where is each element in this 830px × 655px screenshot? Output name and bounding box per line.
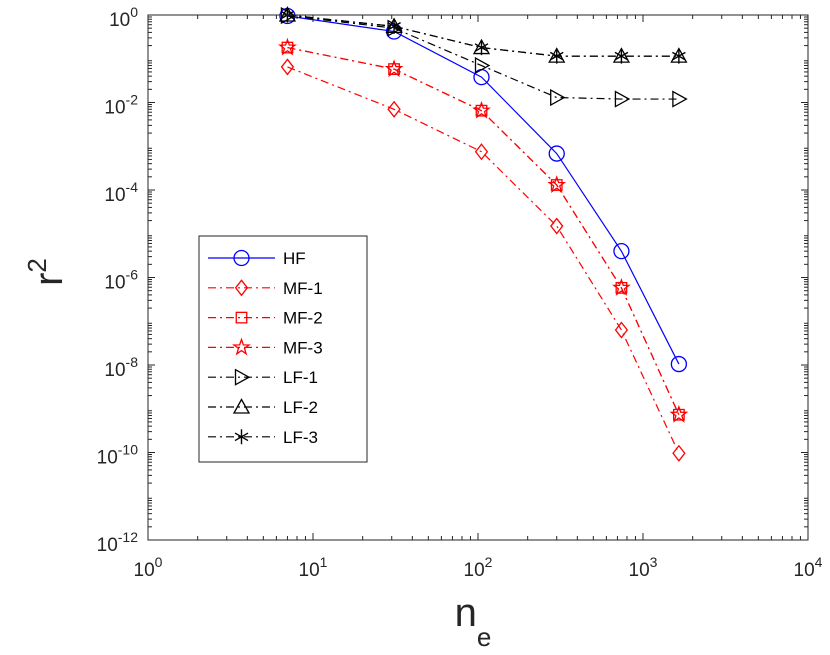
data-point-lf-1 <box>550 88 566 107</box>
data-point-mf-1 <box>550 217 564 235</box>
legend-label-lf-3: LF-3 <box>283 428 318 447</box>
y-tick-label: 10-12 <box>97 529 139 556</box>
data-point-mf-1 <box>614 321 629 339</box>
y-tick-label: 10-2 <box>104 92 138 119</box>
legend-marker-mf-2 <box>235 311 248 324</box>
data-point-mf-3 <box>612 278 631 296</box>
legend-entry-hf: HF <box>208 249 306 268</box>
legend-entry-mf-2: MF-2 <box>208 309 323 328</box>
legend: HF MF-1 MF-2 MF-3 LF-1 LF-2 LF-3 <box>198 235 368 463</box>
data-point-mf-1 <box>387 100 401 118</box>
data-point-lf-3 <box>387 18 401 34</box>
x-tick-label: 101 <box>299 554 328 581</box>
y-tick-label: 10-10 <box>97 442 139 469</box>
data-point-mf-3 <box>278 37 297 56</box>
data-point-lf-3 <box>614 48 629 64</box>
data-point-hf <box>548 145 565 162</box>
legend-label-mf-2: MF-2 <box>283 309 323 328</box>
series-mf-3 <box>278 37 689 423</box>
data-point-lf-3 <box>474 40 489 56</box>
legend-entry-mf-1: MF-1 <box>208 279 323 298</box>
series-mf-1 <box>280 58 686 462</box>
data-point-lf-3 <box>549 48 564 64</box>
tick-labels: 100 101 102 103 104 100 10-2 10-4 10-6 10-8 10-10 1… <box>97 4 823 581</box>
y-tick-label: 100 <box>109 4 138 31</box>
legend-marker-lf-1 <box>234 368 251 386</box>
legend-marker-hf <box>233 249 250 267</box>
legend-label-mf-1: MF-1 <box>283 279 323 298</box>
legend-marker-lf-2 <box>232 398 251 414</box>
data-point-lf-1 <box>614 90 631 108</box>
legend-label-lf-2: LF-2 <box>283 398 318 417</box>
data-point-mf-3 <box>384 59 404 78</box>
legend-entry-lf-3: LF-3 <box>208 428 318 447</box>
data-point-hf <box>670 355 688 373</box>
series-line-mf-3 <box>287 46 680 415</box>
y-axis-label: r2 <box>22 258 71 286</box>
legend-marker-mf-3 <box>232 337 251 356</box>
x-tick-label: 103 <box>629 554 658 581</box>
data-point-hf <box>613 243 630 260</box>
data-point-mf-1 <box>474 143 489 161</box>
series-line-lf-3 <box>287 14 679 57</box>
axes-frame <box>147 14 809 541</box>
data-point-mf-3 <box>472 100 491 119</box>
series-layer <box>278 6 689 462</box>
legend-entry-lf-1: LF-1 <box>208 368 318 387</box>
data-point-mf-3 <box>547 175 567 193</box>
legend-label-lf-1: LF-1 <box>283 368 318 387</box>
series-lf-3 <box>280 7 686 64</box>
series-line-hf <box>287 15 680 365</box>
legend-box <box>198 235 368 463</box>
data-point-lf-1 <box>474 56 491 75</box>
svg-text:r2: r2 <box>22 258 71 286</box>
legend-entry-lf-2: LF-2 <box>208 398 318 417</box>
legend-entry-mf-3: MF-3 <box>208 337 323 357</box>
y-tick-label: 10-4 <box>104 179 138 206</box>
x-axis-label: ne <box>455 591 492 652</box>
data-point-lf-1 <box>280 6 297 25</box>
axes-ticks <box>147 14 809 541</box>
legend-marker-lf-3 <box>234 429 249 445</box>
data-point-lf-3 <box>672 48 686 64</box>
x-tick-label: 104 <box>794 554 823 581</box>
data-point-mf-3 <box>669 404 689 423</box>
data-point-lf-1 <box>672 90 688 108</box>
legend-label-mf-3: MF-3 <box>283 338 323 357</box>
legend-label-hf: HF <box>283 249 306 268</box>
data-point-mf-1 <box>672 444 686 462</box>
legend-marker-mf-1 <box>234 279 249 297</box>
data-point-mf-1 <box>280 58 295 76</box>
x-tick-label: 102 <box>464 554 493 581</box>
series-line-mf-1 <box>287 66 680 454</box>
x-tick-label: 100 <box>134 554 163 581</box>
y-tick-label: 10-8 <box>104 354 138 381</box>
y-tick-label: 10-6 <box>104 267 138 294</box>
